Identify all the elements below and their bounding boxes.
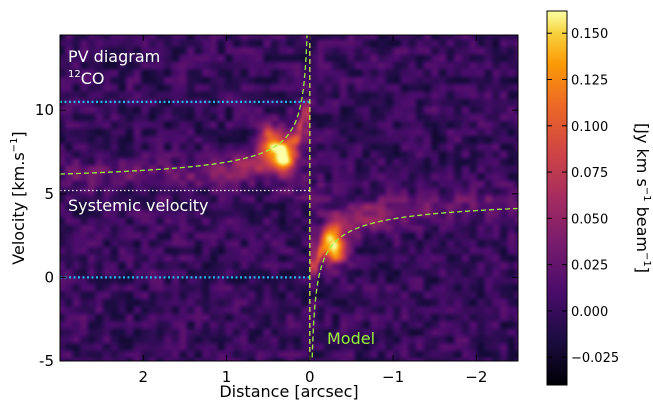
x-axis-ticks: 2 1 0 −1 −2	[138, 35, 487, 386]
colorbar-tick-label: 0.000	[571, 305, 608, 320]
colorbar-ticks: −0.025 0.000 0.025 0.050 0.075 0.100 0.125 0.15…	[547, 27, 619, 366]
systemic-velocity-label: Systemic velocity	[68, 196, 209, 215]
molecule-label: 12CO	[68, 69, 105, 88]
reference-lines	[60, 35, 311, 361]
molecule-isotope: 12	[68, 69, 81, 80]
heatmap-image	[60, 35, 518, 361]
y-tick-label: 0	[44, 268, 54, 286]
x-tick-label: 2	[138, 368, 148, 386]
model-curve-receding	[60, 35, 308, 175]
x-tick-label: −1	[382, 368, 404, 386]
colorbar: −0.025 0.000 0.025 0.050 0.075 0.100 0.125 0.15…	[546, 10, 652, 386]
y-axis-ticks: -5 0 5 10	[35, 101, 518, 370]
colorbar-tick-label: 0.150	[571, 27, 608, 42]
y-axis-label: Velocity [km.s−1]	[9, 131, 28, 264]
colorbar-tick-label: −0.025	[571, 351, 619, 366]
colorbar-tick-label: 0.075	[571, 166, 608, 181]
y-tick-label: 5	[44, 185, 54, 203]
colorbar-tick-label: 0.050	[571, 212, 608, 227]
plot-frame	[59, 34, 519, 362]
colorbar-tick-label: 0.100	[571, 120, 608, 135]
colorbar-bar	[546, 10, 568, 386]
model-curves	[60, 35, 518, 361]
x-tick-label: −2	[465, 368, 487, 386]
colorbar-label: [Jy km s−1 beam−1]	[633, 123, 652, 273]
model-label: Model	[327, 329, 375, 348]
y-tick-label: -5	[39, 352, 54, 370]
panel-title: PV diagram	[68, 47, 160, 66]
x-tick-label: 1	[222, 368, 232, 386]
colorbar-tick-label: 0.125	[571, 74, 608, 89]
x-tick-label: 0	[305, 368, 315, 386]
x-axis-label: Distance [arcsec]	[219, 382, 358, 401]
model-curve-approaching	[311, 207, 518, 361]
y-tick-label: 10	[35, 101, 54, 119]
colorbar-tick-label: 0.025	[571, 259, 608, 274]
molecule-name: CO	[81, 69, 105, 88]
